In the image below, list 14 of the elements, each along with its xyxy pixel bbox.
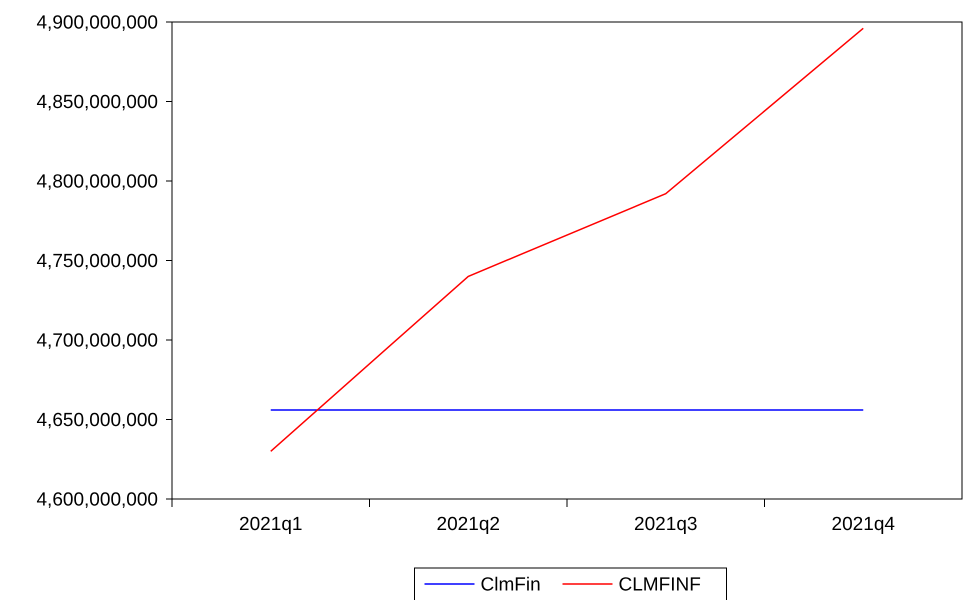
y-tick-label: 4,600,000,000 [36, 490, 158, 511]
x-tick-label: 2021q4 [832, 514, 896, 535]
y-tick-label: 4,900,000,000 [36, 12, 158, 34]
line-series [270, 28, 864, 452]
legend-label: ClmFin [480, 574, 541, 596]
y-tick-label: 4,800,000,000 [36, 172, 158, 193]
y-tick-label: 4,700,000,000 [36, 330, 158, 352]
y-tick-label: 4,850,000,000 [36, 92, 158, 114]
x-tick-label: 2021q2 [436, 514, 500, 535]
y-tick-label: 4,650,000,000 [36, 410, 158, 432]
x-tick-label: 2021q3 [634, 514, 698, 535]
y-tick-label: 4,750,000,000 [36, 251, 158, 272]
legend-label: CLMFINF [618, 574, 701, 596]
x-tick-label: 2021q1 [239, 514, 302, 535]
